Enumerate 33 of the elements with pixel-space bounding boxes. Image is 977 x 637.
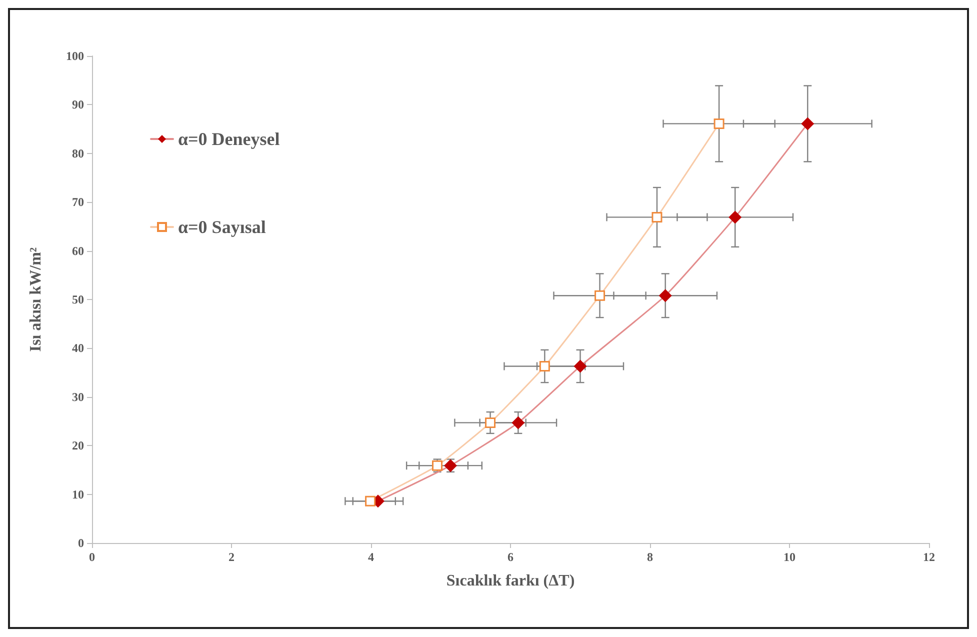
x-tick-label: 10 [784,550,796,564]
point [485,417,496,428]
y-tick-label: 100 [66,49,84,63]
point [512,416,525,430]
point [728,210,742,224]
x-tick-label: 8 [647,550,653,564]
point [658,289,672,302]
x-axis-title: Sıcaklık farkı (ΔT) [446,572,575,590]
x-tick-label: 2 [228,550,234,564]
y-tick-label: 0 [78,536,84,550]
point [539,360,550,372]
x-tick-label: 0 [89,550,95,564]
legend-label: α=0 Sayısal [178,217,266,237]
y-tick-label: 40 [72,341,84,356]
y-tick-label: 10 [72,487,84,502]
y-tick-label: 70 [72,195,84,210]
y-tick-label: 90 [72,98,84,112]
point [365,496,376,506]
y-tick-label: 60 [72,244,84,258]
point [594,290,606,301]
point [652,212,662,222]
y-tick-label: 20 [72,438,84,453]
point [801,117,814,130]
x-tick-label: 4 [368,550,374,564]
x-tick-label: 12 [923,550,935,564]
legend-label: α=0 Deneysel [178,129,280,149]
y-tick-label: 80 [72,146,84,160]
point [714,118,724,129]
x-tick-label: 6 [508,550,514,564]
y-axis-title: Isı akısı kW/m² [28,247,44,352]
point [574,360,587,373]
y-tick-label: 30 [72,390,84,404]
y-tick-label: 50 [72,292,84,306]
